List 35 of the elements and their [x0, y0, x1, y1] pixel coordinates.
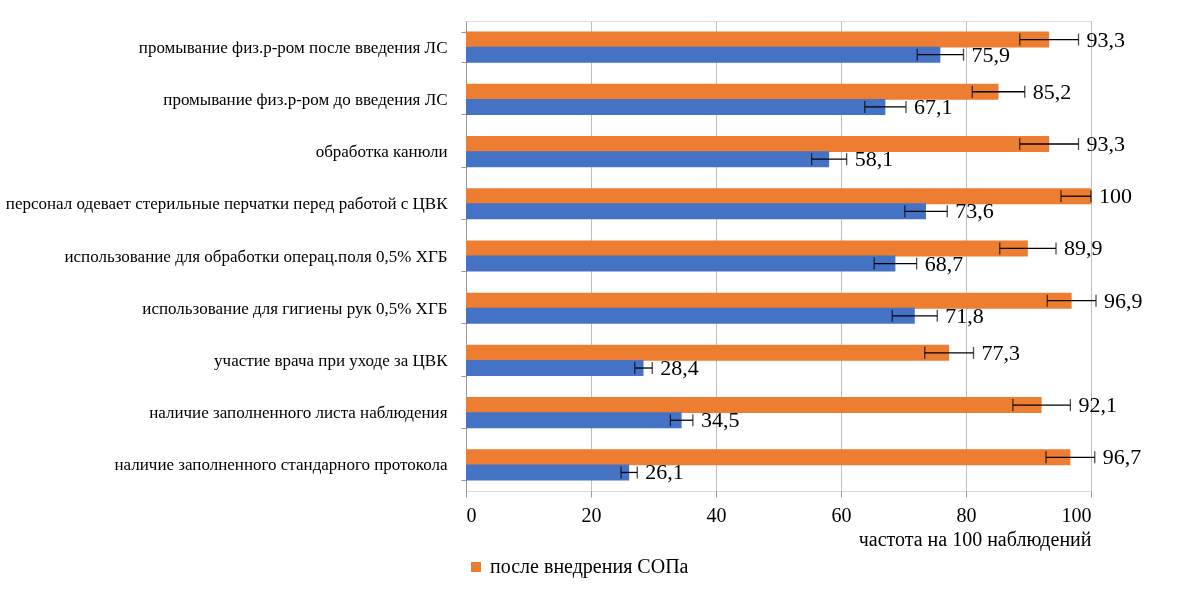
y-tick-label: обработка канюли	[315, 142, 448, 162]
data-label: 28,4	[660, 355, 699, 381]
data-label: 93,3	[1086, 26, 1125, 52]
legend-label: после внедрения СОПа	[490, 555, 689, 578]
data-label: 89,9	[1064, 235, 1103, 261]
x-tick-label: 20	[581, 503, 602, 526]
data-label: 92,1	[1078, 392, 1117, 418]
y-tick-label: промывание физ.р-ром после введения ЛС	[138, 37, 448, 57]
data-label: 77,3	[981, 339, 1020, 365]
data-label: 96,7	[1102, 444, 1142, 470]
x-tick-label: 80	[956, 503, 977, 526]
data-label: 75,9	[971, 41, 1010, 67]
data-label: 73,6	[955, 198, 994, 224]
data-label: 100	[1099, 183, 1132, 209]
y-tick-label: персонал одевает стерильные перчатки перед работой с ЦВК	[5, 194, 449, 214]
y-tick-label: наличие заполненного стандарного протокола	[114, 455, 448, 475]
data-label: 96,9	[1104, 287, 1143, 313]
x-tick-label: 40	[706, 503, 727, 526]
data-label: 26,1	[645, 459, 684, 485]
data-label: 67,1	[914, 93, 953, 119]
data-label: 93,3	[1086, 130, 1125, 156]
y-tick-label: использование для гигиены рук 0,5% ХГБ	[142, 298, 448, 318]
y-tick-label: промывание физ.р-ром до введения ЛС	[163, 89, 448, 109]
x-tick-label: 100	[1061, 503, 1092, 526]
y-tick-label: наличие заполненного листа наблюдения	[149, 403, 448, 423]
x-tick-label: 60	[831, 503, 852, 526]
data-label: 34,5	[700, 407, 740, 433]
x-axis-title: частота на 100 наблюдений	[858, 527, 1092, 551]
x-tick-label: 0	[466, 503, 477, 526]
y-tick-label: использование для обработки операц.поля 0,5% ХГБ	[64, 246, 448, 266]
y-tick-label: участие врача при уходе за ЦВК	[214, 350, 449, 370]
data-label: 68,7	[924, 250, 964, 276]
data-label: 71,8	[945, 302, 984, 328]
data-label: 85,2	[1032, 78, 1072, 104]
data-label: 58,1	[854, 146, 894, 172]
